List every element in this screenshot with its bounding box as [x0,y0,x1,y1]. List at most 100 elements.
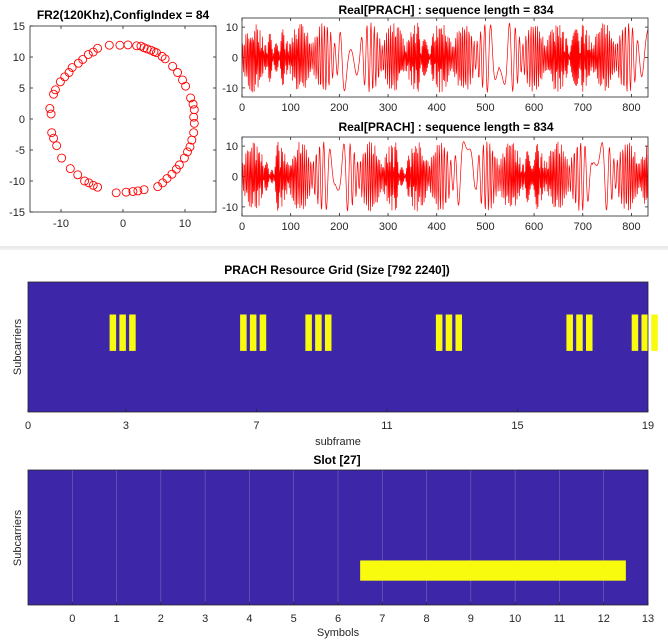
resource-grid-ylabel: Subcarriers [12,318,24,375]
data-point [80,176,90,186]
x-tick-label: 19 [642,420,654,432]
data-point [187,135,197,145]
data-point [136,41,146,51]
x-tick-label: 0 [239,221,245,233]
data-point [49,133,59,143]
data-point [149,47,159,57]
y-tick-label: 10 [226,141,238,153]
x-tick-label: 400 [428,221,446,233]
x-tick-label: 9 [468,613,474,625]
prach-allocation-block [445,314,453,351]
bottom-figure-panel: PRACH Resource Grid (Size [792 2240]) 0 3… [0,250,668,642]
data-point [93,43,103,53]
real-prach-plot-1: Real[PRACH] : sequence length = 834 0 100… [222,3,649,114]
data-point [47,128,57,138]
prach-allocation-block [455,314,462,351]
x-tick-label: 800 [622,221,640,233]
y-tick-label: 10 [226,22,238,34]
real-prach-axes-box-2 [241,136,649,217]
x-tick-label: 8 [424,613,430,625]
x-tick-label: 100 [282,102,300,114]
data-point [139,185,149,195]
x-tick-label: 5 [291,613,297,625]
x-tick-label: 12 [598,613,610,625]
slot-grid-lines [71,470,605,605]
prach-allocation-block [651,314,658,351]
x-tick-label: 3 [202,613,208,625]
y-tick-label: 5 [19,83,25,95]
data-point [168,61,178,71]
data-point [160,54,170,64]
data-point [167,169,177,179]
prach-allocation-block [315,314,322,351]
x-tick-label: 0 [69,613,75,625]
data-point [162,174,172,183]
data-point [185,142,195,152]
slot-grid-ylabel: Subcarriers [12,509,24,566]
x-tick-label: 500 [476,221,494,233]
data-point [186,93,196,103]
data-point [49,89,59,99]
data-point [45,104,55,113]
data-point [153,182,163,192]
y-tick-label: 15 [13,21,25,33]
data-point [93,182,103,192]
data-point [64,68,74,77]
resource-grid-xlabel: subframe [315,436,361,448]
y-tick-label: 10 [13,52,25,64]
x-tick-label: 0 [120,218,126,230]
constellation-axes-box [29,25,217,213]
x-tick-label: 11 [381,420,392,432]
x-tick-label: 10 [179,218,191,230]
top-figure-panel: FR2(120Khz),ConfigIndex = 84 -10 0 10 15 10 5… [0,0,668,246]
x-tick-label: 7 [379,613,385,625]
data-point [157,51,167,61]
prach-allocation-block [109,314,117,351]
x-tick-label: -10 [53,218,69,230]
data-point [84,178,94,188]
data-point [73,170,83,180]
data-point [179,153,189,163]
x-tick-label: 100 [282,221,300,233]
slot-grid-ticks: 0 1 2 3 4 5 6 7 8 9 10 11 12 13 [69,602,654,625]
data-point [123,40,133,50]
real-prach-line-1 [241,22,649,93]
x-tick-label: 400 [428,102,446,114]
data-point [83,50,93,59]
data-point [189,128,199,138]
panel-divider [0,246,668,250]
x-tick-label: 15 [511,420,523,432]
y-tick-label: -15 [9,207,25,219]
real-prach-title-1: Real[PRACH] : sequence length = 834 [338,3,553,17]
prach-allocation-block [240,314,247,351]
slot-grid-plot: Slot [27] 0 1 2 3 4 5 6 7 8 9 10 11 12 13 Symbols Sub… [12,453,654,639]
data-point [65,164,75,174]
constellation-points [45,40,199,198]
x-tick-label: 600 [525,102,543,114]
prach-allocation-block [305,314,312,351]
resource-grid-axes-box [27,281,649,413]
y-tick-label: -5 [15,145,25,157]
prach-allocation-block [631,314,639,351]
data-point [181,81,191,91]
x-tick-label: 0 [239,102,245,114]
data-point [188,99,198,109]
data-point [60,72,70,82]
data-point [128,187,138,196]
data-point [189,112,199,122]
y-tick-label: -10 [222,83,238,95]
data-point [88,180,98,190]
prach-allocation-block [249,314,257,351]
real-prach-line-2 [241,141,649,212]
data-point [50,85,60,95]
x-tick-label: 500 [476,102,494,114]
constellation-title: FR2(120Khz),ConfigIndex = 84 [37,8,210,22]
constellation-plot: FR2(120Khz),ConfigIndex = 84 -10 0 10 15 10 5… [9,8,217,230]
prach-allocation-block [435,314,443,351]
resource-grid-ticks: 0 3 7 11 15 19 [25,409,654,432]
real-prach-plot-2: Real[PRACH] : sequence length = 834 0 100… [222,120,649,233]
slot-grid-xlabel: Symbols [317,627,360,639]
data-point [111,188,121,198]
